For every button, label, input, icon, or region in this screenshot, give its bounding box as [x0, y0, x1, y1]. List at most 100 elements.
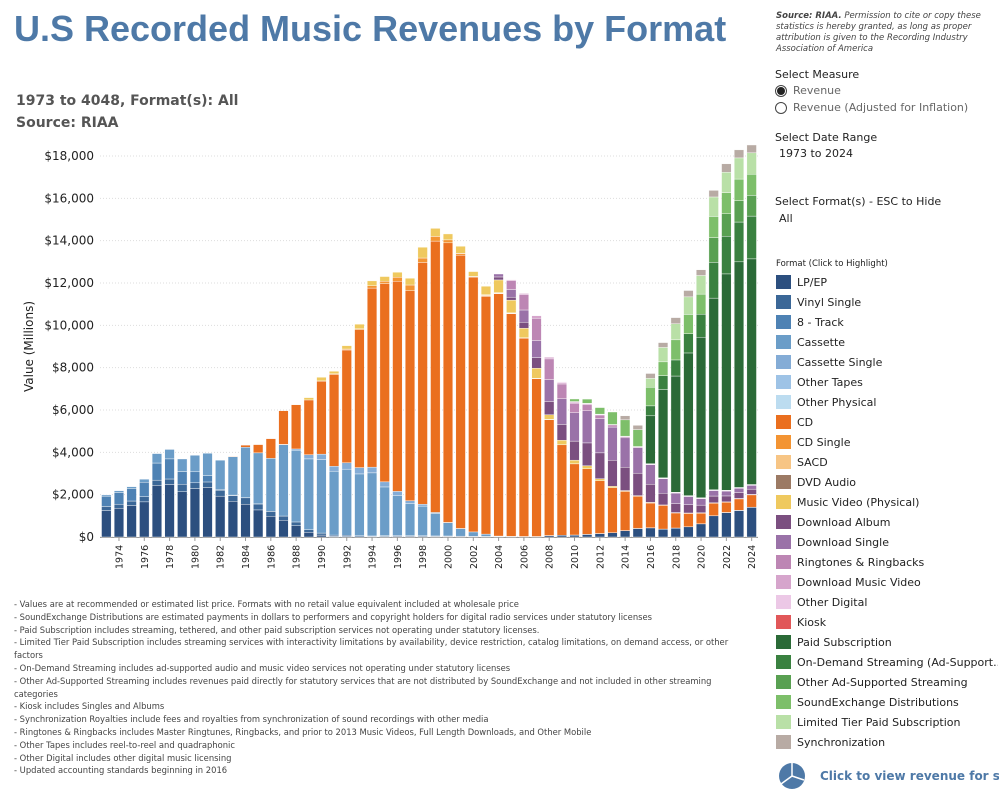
- bar-segment: [303, 458, 314, 531]
- bar-segment: [468, 276, 479, 533]
- legend-swatch: [776, 535, 791, 549]
- footnote: - Other Tapes includes reel-to-reel and …: [14, 739, 235, 750]
- legend-label: Kiosk: [797, 615, 827, 629]
- bar-segment: [341, 535, 352, 537]
- bar-segment: [746, 174, 757, 196]
- bar-segment: [734, 498, 745, 511]
- legend-item[interactable]: CD Single: [776, 432, 998, 452]
- legend-item[interactable]: Cassette Single: [776, 352, 998, 372]
- bar-segment: [721, 490, 732, 497]
- x-tick-label: 2012: [595, 545, 606, 569]
- bar-segment: [329, 470, 340, 536]
- bar-segment: [227, 456, 238, 496]
- bar-segment: [215, 495, 226, 538]
- bar-segment: [341, 345, 352, 350]
- bar-segment: [594, 533, 605, 538]
- legend-item[interactable]: DVD Audio: [776, 472, 998, 492]
- bar-segment: [265, 511, 276, 517]
- view-single-revenue-link[interactable]: Click to view revenue for sin..: [778, 762, 999, 790]
- bar-segment: [594, 407, 605, 415]
- bar-segment: [645, 483, 656, 503]
- x-tick-label: 2010: [570, 545, 581, 569]
- bar-segment: [734, 149, 745, 159]
- page-title: U.S Recorded Music Revenues by Format: [14, 8, 727, 49]
- legend-item[interactable]: Other Physical: [776, 392, 998, 412]
- bar-segment: [518, 293, 529, 295]
- bar-segment: [544, 414, 555, 420]
- x-tick-label: 2024: [747, 545, 758, 569]
- x-tick-label: 2000: [443, 545, 454, 569]
- measure-option-revenue[interactable]: Revenue: [775, 84, 841, 97]
- footnote: - Updated accounting standards beginning…: [14, 765, 228, 776]
- legend-item[interactable]: Download Music Video: [776, 572, 998, 592]
- bar-segment: [265, 458, 276, 512]
- legend-label: Cassette: [797, 335, 846, 349]
- legend-item[interactable]: 8 - Track: [776, 312, 998, 332]
- legend-item[interactable]: CD: [776, 412, 998, 432]
- legend-swatch: [776, 335, 791, 349]
- x-tick-label: 2020: [697, 545, 708, 569]
- bar-segment: [316, 377, 327, 382]
- bar-segment: [721, 163, 732, 173]
- x-tick-label: 1998: [418, 545, 429, 569]
- bar-segment: [139, 478, 150, 483]
- source-note-text: Permission to cite or copy these statist…: [776, 11, 981, 54]
- legend-item[interactable]: Ringtones & Ringbacks: [776, 552, 998, 572]
- legend-item[interactable]: On-Demand Streaming (Ad-Support..: [776, 652, 998, 672]
- bar-segment: [101, 494, 112, 497]
- legend-swatch: [776, 635, 791, 649]
- legend-swatch: [776, 315, 791, 329]
- legend-item[interactable]: Kiosk: [776, 612, 998, 632]
- date-range-filter[interactable]: 1973 to 2024: [779, 147, 854, 160]
- bar-segment: [569, 459, 580, 464]
- bar-segment: [746, 494, 757, 508]
- bar-segment: [113, 508, 124, 538]
- bar-segment: [594, 478, 605, 482]
- x-tick-label: 2016: [646, 545, 657, 569]
- legend-item[interactable]: LP/EP: [776, 272, 998, 292]
- bar-segment: [480, 533, 491, 537]
- legend-item[interactable]: Limited Tier Paid Subscription: [776, 712, 998, 732]
- bar-segment: [164, 449, 175, 460]
- legend-item[interactable]: Download Album: [776, 512, 998, 532]
- legend-label: Music Video (Physical): [797, 495, 920, 509]
- legend-label: On-Demand Streaming (Ad-Support..: [797, 655, 998, 669]
- legend-item[interactable]: Other Digital: [776, 592, 998, 612]
- bar-segment: [746, 488, 757, 495]
- legend-item[interactable]: SACD: [776, 452, 998, 472]
- bar-segment: [303, 532, 314, 538]
- bar-segment: [658, 347, 669, 363]
- radio-selected-icon[interactable]: [775, 84, 787, 97]
- legend-item[interactable]: Other Ad-Supported Streaming: [776, 672, 998, 692]
- bar-segment: [101, 506, 112, 511]
- legend-item[interactable]: Vinyl Single: [776, 292, 998, 312]
- legend-item[interactable]: Paid Subscription: [776, 632, 998, 652]
- legend-item[interactable]: Synchronization: [776, 732, 998, 752]
- measure-option-inflation[interactable]: Revenue (Adjusted for Inflation): [775, 101, 968, 114]
- bar-segment: [113, 490, 124, 493]
- legend-item[interactable]: SoundExchange Distributions: [776, 692, 998, 712]
- source-note-bold: Source: RIAA.: [776, 11, 842, 21]
- legend-item[interactable]: Cassette: [776, 332, 998, 352]
- bar-segment: [367, 287, 378, 468]
- bar-segment: [594, 418, 605, 454]
- bar-segment: [683, 333, 694, 354]
- legend-label: DVD Audio: [797, 475, 857, 489]
- date-range-label: Select Date Range: [775, 131, 878, 144]
- bar-segment: [670, 492, 681, 504]
- footnote: - Other Digital includes other digital m…: [14, 752, 232, 763]
- bar-segment: [405, 284, 416, 291]
- bar-segment: [189, 482, 200, 489]
- legend-item[interactable]: Other Tapes: [776, 372, 998, 392]
- x-tick-label: 1996: [393, 545, 404, 569]
- bar-segment: [544, 356, 555, 360]
- legend-item[interactable]: Download Single: [776, 532, 998, 552]
- bar-segment: [316, 459, 327, 534]
- legend-item[interactable]: Music Video (Physical): [776, 492, 998, 512]
- bar-segment: [354, 323, 365, 330]
- radio-unselected-icon[interactable]: [775, 101, 787, 114]
- bar-segment: [620, 437, 631, 468]
- format-filter[interactable]: All: [779, 212, 793, 225]
- bar-segment: [708, 515, 719, 538]
- bar-segment: [708, 495, 719, 504]
